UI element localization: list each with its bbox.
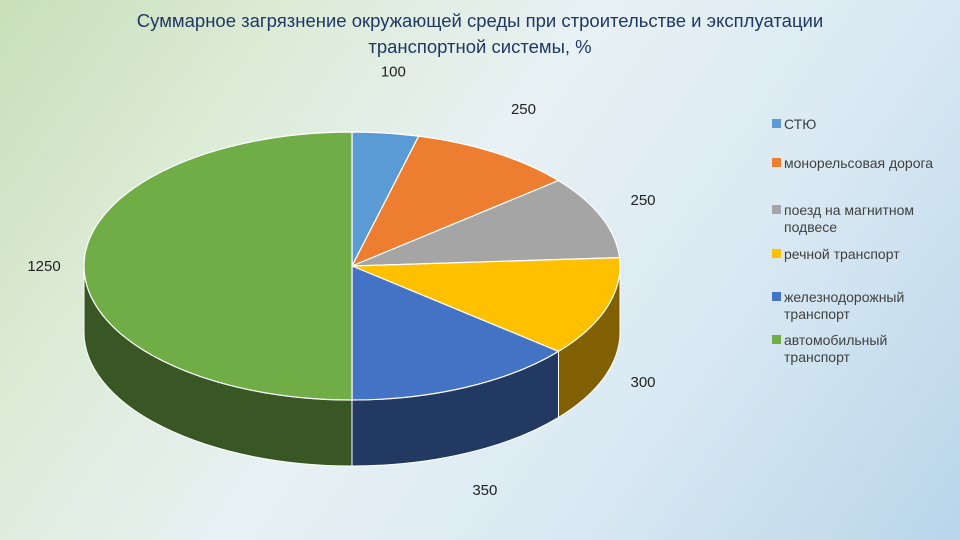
pie-sides: [83, 265, 621, 467]
pie-slices: [83, 131, 621, 401]
legend-swatch: [772, 292, 781, 301]
pie-slice-5: [83, 131, 353, 401]
pie-label-1: 250: [511, 101, 536, 118]
pie-slice-2: [351, 179, 621, 267]
pie-slice-4: [351, 265, 560, 401]
pie-label-5: 1250: [27, 258, 60, 275]
pie-label-2: 250: [631, 192, 656, 209]
pie-slice-1: [350, 135, 560, 268]
legend-swatch: [772, 335, 781, 344]
pie-slice-3: [351, 256, 621, 353]
legend-label: автомобильный транспорт: [784, 332, 888, 365]
chart-title-line-2: транспортной системы, %: [368, 36, 592, 57]
pie-label-4: 350: [472, 482, 497, 499]
chart-legend: СТЮ монорельсовая дорога поезд на магнитно…: [772, 0, 960, 540]
legend-label: железнодорожный транспорт: [784, 289, 905, 322]
pie-label-0: 100: [381, 64, 406, 81]
legend-label: СТЮ: [784, 116, 817, 132]
legend-swatch: [772, 119, 781, 128]
legend-label: речной транспорт: [784, 246, 900, 262]
legend-swatch: [772, 158, 781, 167]
legend-swatch: [772, 249, 781, 258]
pie-data-labels: 100 250 250 300 350 1250: [27, 64, 655, 499]
legend-label: поезд на магнитном подвесе: [784, 202, 915, 235]
pie-label-3: 300: [631, 374, 656, 391]
legend-label: монорельсовая дорога: [784, 155, 934, 171]
chart-title-line-1: Суммарное загрязнение окружающей среды п…: [136, 10, 824, 31]
legend-swatch: [772, 205, 781, 214]
chart-title: Суммарное загрязнение окружающей среды п…: [60, 8, 900, 60]
